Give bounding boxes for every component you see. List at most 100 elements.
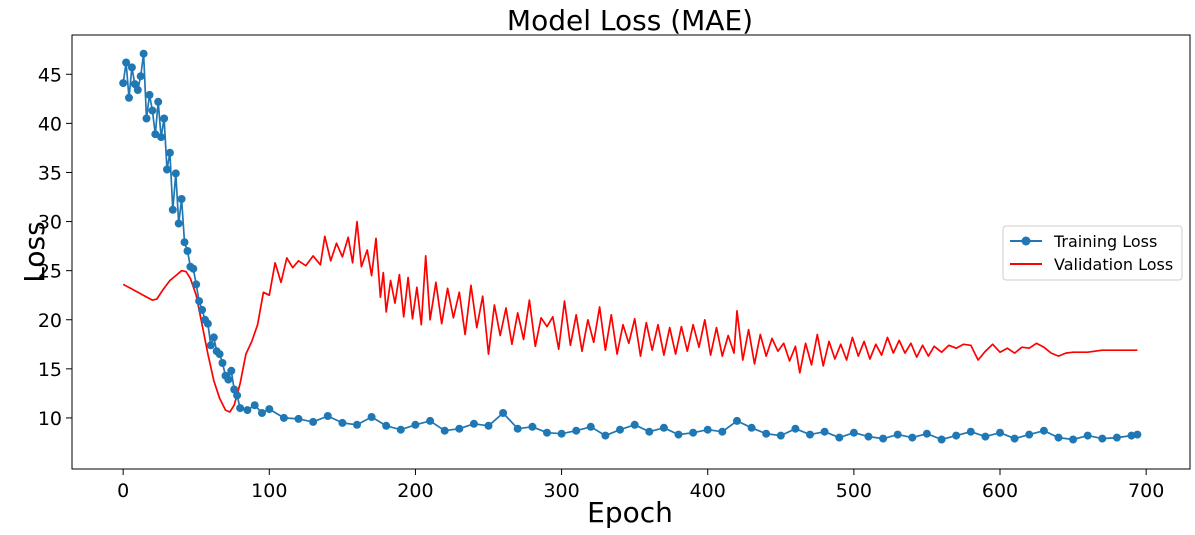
training-loss-point [198, 305, 207, 314]
training-loss-point [966, 427, 975, 436]
training-loss-point [174, 219, 183, 228]
training-loss-point [127, 63, 136, 72]
training-loss-point [180, 238, 189, 247]
training-loss-point [189, 264, 198, 273]
validation-loss-line [122, 220, 1138, 413]
training-loss-point [215, 350, 224, 359]
x-tick-label: 300 [543, 480, 579, 502]
training-loss-point [1010, 434, 1019, 443]
training-loss-point [142, 114, 151, 123]
chart-title: Model Loss (MAE) [507, 4, 753, 37]
training-loss-point [806, 430, 814, 439]
training-loss-point [733, 416, 741, 425]
legend-training-label: Training Loss [1053, 232, 1157, 251]
training-loss-point [952, 431, 961, 440]
training-loss-point [426, 416, 435, 425]
training-loss-point [165, 148, 174, 157]
training-loss-point [157, 133, 166, 142]
training-loss-point [893, 430, 902, 439]
training-loss-point [586, 422, 595, 431]
x-tick-label: 0 [117, 480, 129, 502]
training-loss-point [937, 435, 946, 444]
x-tick-label: 200 [397, 480, 433, 502]
y-tick-label: 45 [38, 64, 62, 86]
plot-area-frame [71, 34, 1191, 470]
legend-training-marker [1021, 236, 1031, 246]
training-loss-point [996, 428, 1004, 437]
series-layer [119, 49, 1142, 444]
training-loss-point [233, 391, 242, 400]
training-loss-point [601, 431, 610, 440]
training-loss-point [864, 432, 873, 441]
training-loss-point [718, 427, 727, 436]
training-loss-point [145, 90, 154, 99]
training-loss-point [543, 428, 551, 437]
x-tick-label: 400 [690, 480, 726, 502]
training-loss-point [133, 86, 142, 94]
training-loss-point [528, 422, 537, 431]
training-loss-point [616, 425, 624, 434]
training-loss-point [367, 413, 376, 421]
training-loss-point [160, 114, 169, 123]
training-loss-point [192, 280, 201, 289]
training-loss-point [849, 428, 858, 437]
training-loss-point [279, 413, 288, 422]
training-loss-point [645, 427, 654, 436]
training-loss-point [922, 429, 931, 438]
training-loss-point [674, 430, 683, 439]
training-loss-point [125, 93, 133, 102]
x-axis-ticks: 0 100 200 300 400 500 600 700 [117, 469, 1164, 502]
training-loss-point [1133, 430, 1142, 439]
training-loss-point [1098, 434, 1107, 443]
training-loss-point [762, 429, 771, 438]
training-loss-point [440, 426, 449, 435]
training-loss-line [122, 52, 1138, 441]
training-loss-point [236, 404, 245, 413]
training-loss-point [148, 106, 157, 115]
training-loss-point [835, 433, 844, 442]
training-loss-point [820, 427, 829, 436]
training-loss-point [139, 49, 148, 58]
legend-validation-label: Validation Loss [1054, 255, 1173, 274]
training-loss-point [747, 423, 756, 432]
training-loss-point [382, 421, 391, 430]
training-loss-point [703, 425, 712, 434]
x-tick-label: 700 [1128, 480, 1164, 502]
training-loss-point [484, 421, 493, 430]
training-loss-point [659, 423, 668, 432]
training-loss-point [227, 366, 236, 375]
training-loss-point [122, 58, 131, 67]
y-axis-title: Loss [18, 221, 51, 282]
training-loss-point [171, 169, 180, 178]
training-loss-point [1083, 431, 1092, 440]
x-tick-label: 100 [251, 480, 287, 502]
y-tick-label: 15 [38, 359, 62, 381]
legend: Training Loss Validation Loss [1002, 225, 1183, 281]
training-loss-point [177, 195, 186, 203]
training-loss-point [455, 424, 464, 433]
training-loss-point [230, 385, 239, 394]
training-loss-point [168, 205, 177, 214]
training-loss-point [218, 359, 227, 367]
training-loss-point [183, 247, 192, 255]
training-loss-point [879, 434, 888, 443]
training-loss-point [1127, 431, 1136, 440]
training-loss-point [209, 333, 218, 342]
training-loss-point [557, 429, 566, 438]
training-loss-point [154, 97, 163, 106]
training-loss-point [981, 432, 990, 441]
training-loss-point [572, 426, 581, 435]
y-tick-label: 10 [38, 408, 62, 430]
training-loss-point [323, 412, 332, 420]
training-loss-point [499, 409, 508, 417]
y-tick-label: 25 [38, 261, 62, 283]
y-tick-label: 35 [38, 162, 62, 184]
training-loss-point [1039, 426, 1048, 435]
training-loss-point [908, 433, 917, 442]
x-axis-title: Epoch [587, 496, 673, 529]
training-loss-point [119, 79, 128, 88]
training-loss-point [689, 428, 698, 437]
training-loss-point [265, 405, 274, 414]
training-loss-point [163, 165, 171, 174]
